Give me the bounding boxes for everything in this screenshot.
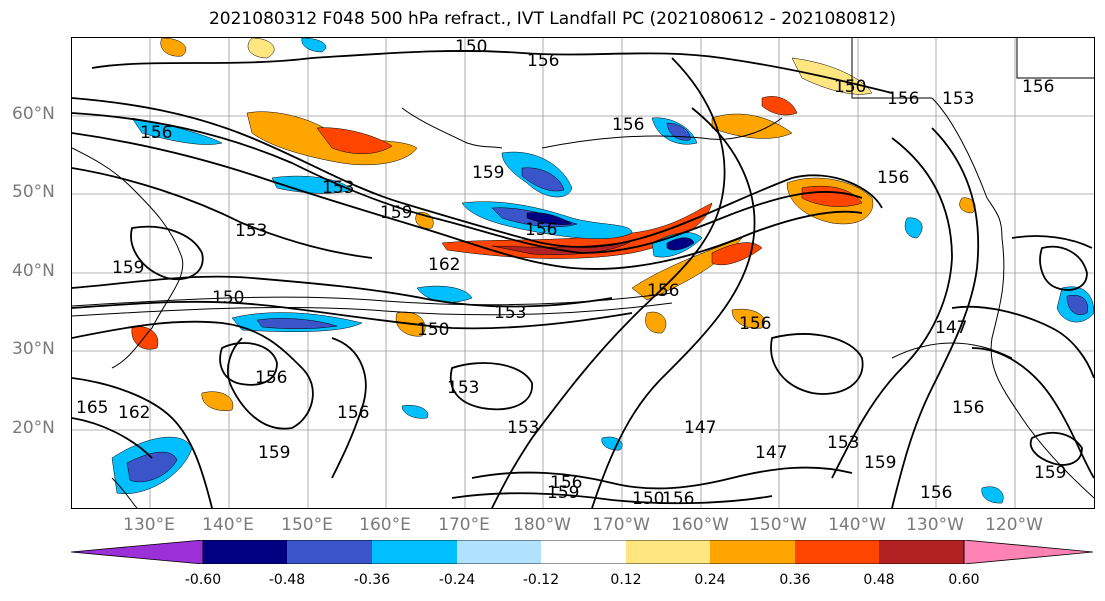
lon-label-130w: 130°W bbox=[906, 515, 964, 535]
ivt-contours bbox=[72, 292, 1013, 359]
colorbar-segment bbox=[287, 540, 372, 564]
contour-label: 153 bbox=[447, 378, 479, 398]
colorbar-tick-label: 0.60 bbox=[948, 572, 980, 588]
contour-label: 153 bbox=[235, 221, 267, 241]
contour-label: 159 bbox=[112, 258, 144, 278]
colorbar-outline bbox=[202, 540, 965, 564]
colorbar-segment bbox=[203, 540, 287, 564]
colorbar-segment bbox=[541, 540, 626, 564]
colorbar-segment bbox=[71, 540, 204, 564]
colorbar-segment bbox=[879, 540, 964, 564]
map-panel: 150 156 156 150 156 153 156 156 156 159 … bbox=[71, 37, 1095, 509]
contour-label: 156 bbox=[140, 123, 172, 143]
contour-label: 156 bbox=[612, 115, 644, 135]
contour-label: 156 bbox=[920, 483, 952, 503]
lat-label-20n: 20°N bbox=[12, 418, 55, 438]
map-title: 2021080312 F048 500 hPa refract., IVT La… bbox=[208, 9, 896, 29]
contour-label: 150 bbox=[834, 77, 866, 97]
colorbar-tick-label: 0.36 bbox=[779, 572, 811, 588]
colorbar-tick-label: 0.24 bbox=[694, 572, 726, 588]
contour-label: 159 bbox=[258, 443, 290, 463]
colorbar-tick-label: 0.12 bbox=[610, 572, 642, 588]
lon-label-160w: 160°W bbox=[671, 515, 729, 535]
lon-label-140e: 140°E bbox=[202, 515, 254, 535]
colorbar-segment bbox=[626, 540, 710, 564]
colorbar-segment bbox=[457, 540, 541, 564]
contour-label: 156 bbox=[255, 368, 287, 388]
lat-label-60n: 60°N bbox=[12, 104, 55, 124]
contour-label: 150 bbox=[417, 320, 449, 340]
lat-label-30n: 30°N bbox=[12, 339, 55, 359]
contour-label: 156 bbox=[739, 314, 771, 334]
colorbar bbox=[71, 540, 1093, 564]
contour-label: 162 bbox=[428, 255, 460, 275]
colorbar-tick-label: 0.48 bbox=[863, 572, 895, 588]
contour-label: 153 bbox=[827, 433, 859, 453]
contour-label: 156 bbox=[877, 168, 909, 188]
lon-label-180w: 180°W bbox=[513, 515, 571, 535]
lon-label-130e: 130°E bbox=[123, 515, 175, 535]
contour-label: 153 bbox=[942, 89, 974, 109]
contour-label: 153 bbox=[507, 418, 539, 438]
contour-label: 150 bbox=[455, 38, 487, 57]
lon-label-150e: 150°E bbox=[281, 515, 333, 535]
contour-label: 156 bbox=[647, 281, 679, 301]
contour-label: 159 bbox=[472, 163, 504, 183]
colorbar-segment bbox=[710, 540, 795, 564]
contour-label: 153 bbox=[322, 178, 354, 198]
contour-label: 156 bbox=[1022, 77, 1054, 97]
refractivity-contours bbox=[72, 50, 1094, 508]
colorbar-segment bbox=[795, 540, 879, 564]
contour-label: 162 bbox=[118, 403, 150, 423]
contour-label: 165 bbox=[76, 398, 108, 418]
contour-label: 147 bbox=[755, 443, 787, 463]
coastlines bbox=[72, 38, 1094, 508]
contour-label: 156 bbox=[662, 489, 694, 508]
contour-label: 147 bbox=[684, 418, 716, 438]
contour-label: 150 bbox=[212, 288, 244, 308]
contour-label: 156 bbox=[887, 89, 919, 109]
lat-label-40n: 40°N bbox=[12, 261, 55, 281]
lon-label-140w: 140°W bbox=[828, 515, 886, 535]
lon-label-150w: 150°W bbox=[749, 515, 807, 535]
contour-label: 156 bbox=[550, 473, 582, 493]
colorbar-tick-label: -0.24 bbox=[438, 572, 476, 588]
contour-label: 156 bbox=[525, 220, 557, 240]
contour-label: 156 bbox=[952, 398, 984, 418]
contour-label: 156 bbox=[527, 51, 559, 71]
lon-label-170w: 170°W bbox=[592, 515, 650, 535]
contour-label: 150 bbox=[632, 489, 664, 508]
lat-label-50n: 50°N bbox=[12, 182, 55, 202]
contour-label: 153 bbox=[494, 303, 526, 323]
colorbar-tick-label: -0.12 bbox=[522, 572, 560, 588]
lon-label-170e: 170°E bbox=[438, 515, 490, 535]
map-canvas: 150 156 156 150 156 153 156 156 156 159 … bbox=[72, 38, 1094, 508]
colorbar-tick-label: -0.36 bbox=[353, 572, 391, 588]
contour-label: 159 bbox=[864, 453, 896, 473]
lon-label-160e: 160°E bbox=[359, 515, 411, 535]
lon-label-120w: 120°W bbox=[985, 515, 1043, 535]
contour-label: 159 bbox=[380, 203, 412, 223]
graticule bbox=[72, 38, 1094, 508]
colorbar-tick-label: -0.48 bbox=[268, 572, 306, 588]
colorbar-segment bbox=[963, 540, 1093, 564]
contour-label: 159 bbox=[1034, 463, 1066, 483]
colorbar-segment bbox=[372, 540, 457, 564]
contour-label: 147 bbox=[935, 318, 967, 338]
contour-label: 156 bbox=[337, 403, 369, 423]
colorbar-tick-label: -0.60 bbox=[184, 572, 222, 588]
contour-label-group: 150 156 156 150 156 153 156 156 156 159 … bbox=[76, 38, 1066, 508]
contour-label: 159 bbox=[547, 483, 579, 503]
